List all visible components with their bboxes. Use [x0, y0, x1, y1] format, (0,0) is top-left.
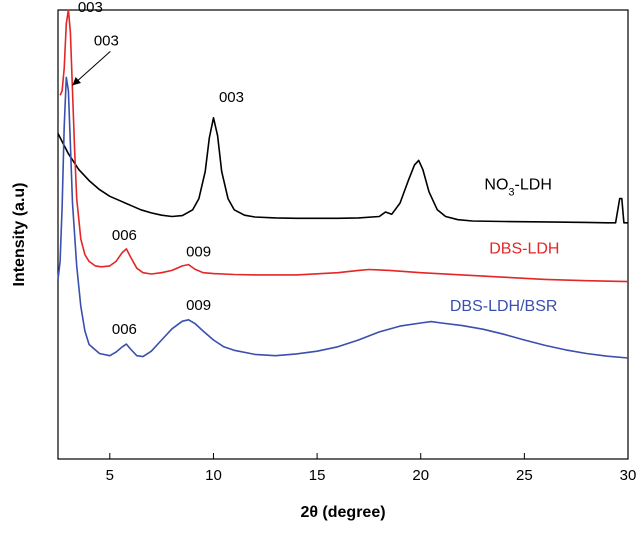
x-tick-label: 20 — [412, 467, 429, 484]
peak-label: 003 — [219, 89, 244, 106]
series-label: NO3-LDH — [484, 177, 551, 199]
series-label-layer: NO3-LDH DBS-LDH DBS-LDH/BSR — [450, 177, 560, 315]
x-tick-label: 10 — [205, 467, 222, 484]
peak-label: 009 — [186, 244, 211, 261]
peak-label: 003 — [78, 0, 103, 16]
x-tick-label: 30 — [620, 467, 637, 484]
tick-layer: 5 10 15 20 25 30 — [106, 453, 637, 484]
peak-arrow — [72, 50, 111, 86]
series-label: DBS-LDH/BSR — [450, 298, 558, 315]
series-line-dbs-ldh — [59, 9, 629, 283]
series-line-no3-ldh — [57, 117, 628, 224]
plot-frame — [57, 9, 629, 460]
series-layer — [57, 9, 629, 359]
peak-arrow-head — [72, 77, 81, 86]
peak-label: 006 — [112, 321, 137, 338]
annotation-layer: 003 003 003 006 009 006 009 — [72, 0, 244, 338]
series-label: DBS-LDH — [489, 240, 559, 257]
peak-label: 009 — [186, 297, 211, 314]
peak-label: 006 — [112, 227, 137, 244]
x-tick-label: 25 — [516, 467, 533, 484]
x-tick-label: 15 — [309, 467, 326, 484]
y-axis-title: Intensity (a.u) — [11, 182, 28, 286]
peak-label: 003 — [94, 32, 119, 49]
x-axis-title: 2θ (degree) — [300, 504, 385, 521]
series-line-dbs-ldh-bsr — [57, 76, 629, 359]
plot-border — [57, 9, 629, 460]
x-tick-label: 5 — [106, 467, 114, 484]
